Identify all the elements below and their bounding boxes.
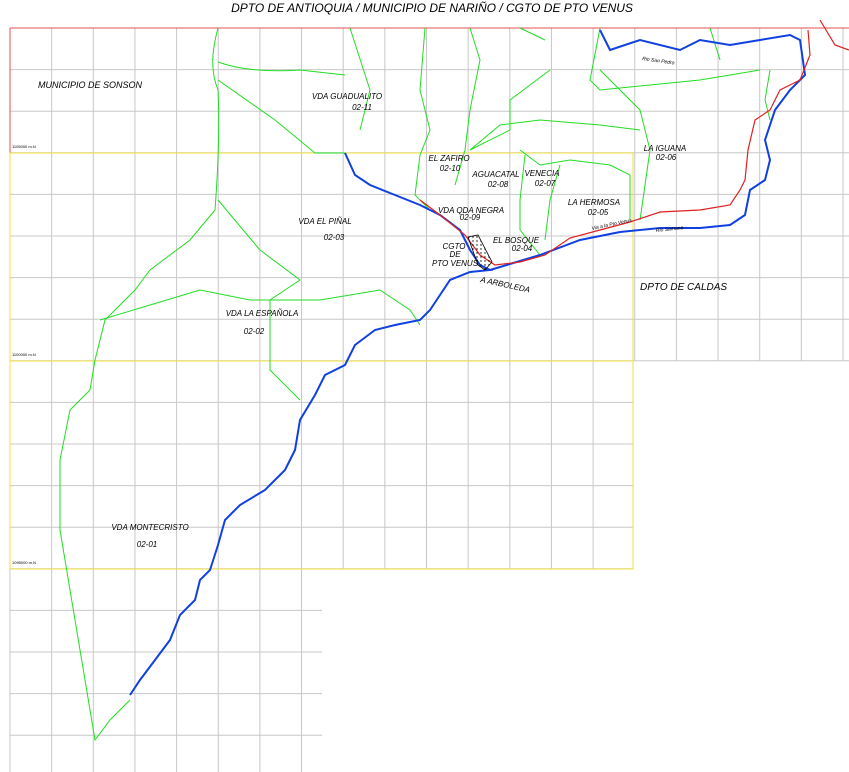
label: VDA MONTECRISTO [111, 523, 188, 532]
map: DPTO DE ANTIOQUIA / MUNICIPIO DE NARIÑO … [0, 0, 849, 772]
label: AGUACATAL [471, 170, 519, 179]
coordinate-label: 1095000 m.N [12, 560, 36, 565]
label: VENECIA [524, 169, 559, 178]
label: 02-08 [488, 180, 509, 189]
label: 02-01 [137, 540, 157, 549]
river-label: Rio San Pedro [642, 56, 675, 66]
label: 02-02 [244, 327, 265, 336]
label: VDA EL PIÑAL [298, 217, 351, 226]
municipal-boundary [10, 28, 849, 153]
label: MUNICIPIO DE SONSON [38, 80, 143, 90]
coordinate-label: 1100000 m.N [12, 352, 36, 357]
label: VDA GUADUALITO [312, 92, 382, 101]
coordinate-label: 1105000 m.N [12, 144, 36, 149]
label: DE [449, 250, 461, 259]
label: LA HERMOSA [568, 198, 620, 207]
label: 02-05 [588, 208, 609, 217]
label: 02-07 [535, 179, 556, 188]
label: 02-10 [440, 164, 461, 173]
label: 02-06 [656, 153, 677, 162]
vereda-boundaries [60, 28, 770, 740]
sheet-boundary [10, 153, 633, 569]
label: PTO VENUS [432, 259, 479, 268]
label: EL ZAFIRO [428, 154, 469, 163]
label: VDA LA ESPAÑOLA [226, 309, 299, 318]
river-label: Rio Samana [656, 225, 684, 234]
label: 02-09 [460, 213, 481, 222]
label: 02-11 [352, 103, 372, 112]
map-title: DPTO DE ANTIOQUIA / MUNICIPIO DE NARIÑO … [231, 1, 633, 15]
grid [10, 28, 849, 772]
label: LA IGUANA [644, 144, 686, 153]
label: DPTO DE CALDAS [640, 282, 727, 293]
label: 02-03 [324, 233, 345, 242]
road-label: Via a la Pto Venus [591, 217, 633, 231]
label: 02-04 [512, 244, 533, 253]
